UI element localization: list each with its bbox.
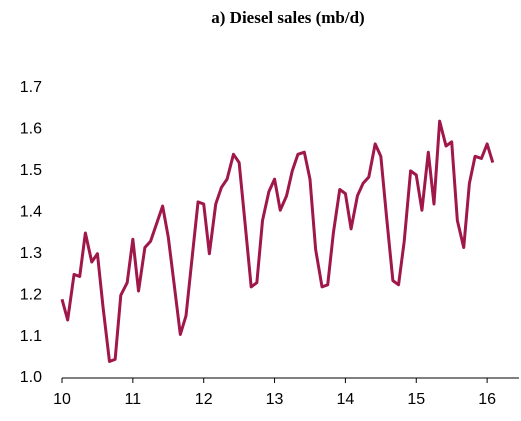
y-tick-label: 1.1 — [20, 328, 42, 345]
x-tick-label: 15 — [407, 391, 425, 408]
y-tick-label: 1.6 — [20, 121, 42, 138]
chart-title: a) Diesel sales (mb/d) — [211, 8, 364, 27]
y-tick-label: 1.3 — [20, 245, 42, 262]
y-tick-label: 1.2 — [20, 286, 42, 303]
x-tick-label: 13 — [266, 391, 284, 408]
x-tick-label: 11 — [125, 391, 142, 408]
y-tick-label: 1.0 — [20, 369, 42, 386]
x-tick-label: 16 — [478, 391, 496, 408]
x-tick-label: 10 — [53, 391, 71, 408]
data-line — [60, 119, 495, 363]
y-tick-label: 1.4 — [20, 204, 42, 221]
y-tick-label: 1.7 — [20, 79, 42, 96]
x-tick-label: 14 — [337, 391, 355, 408]
y-tick-label: 1.5 — [20, 162, 42, 179]
x-tick-label: 12 — [195, 391, 213, 408]
